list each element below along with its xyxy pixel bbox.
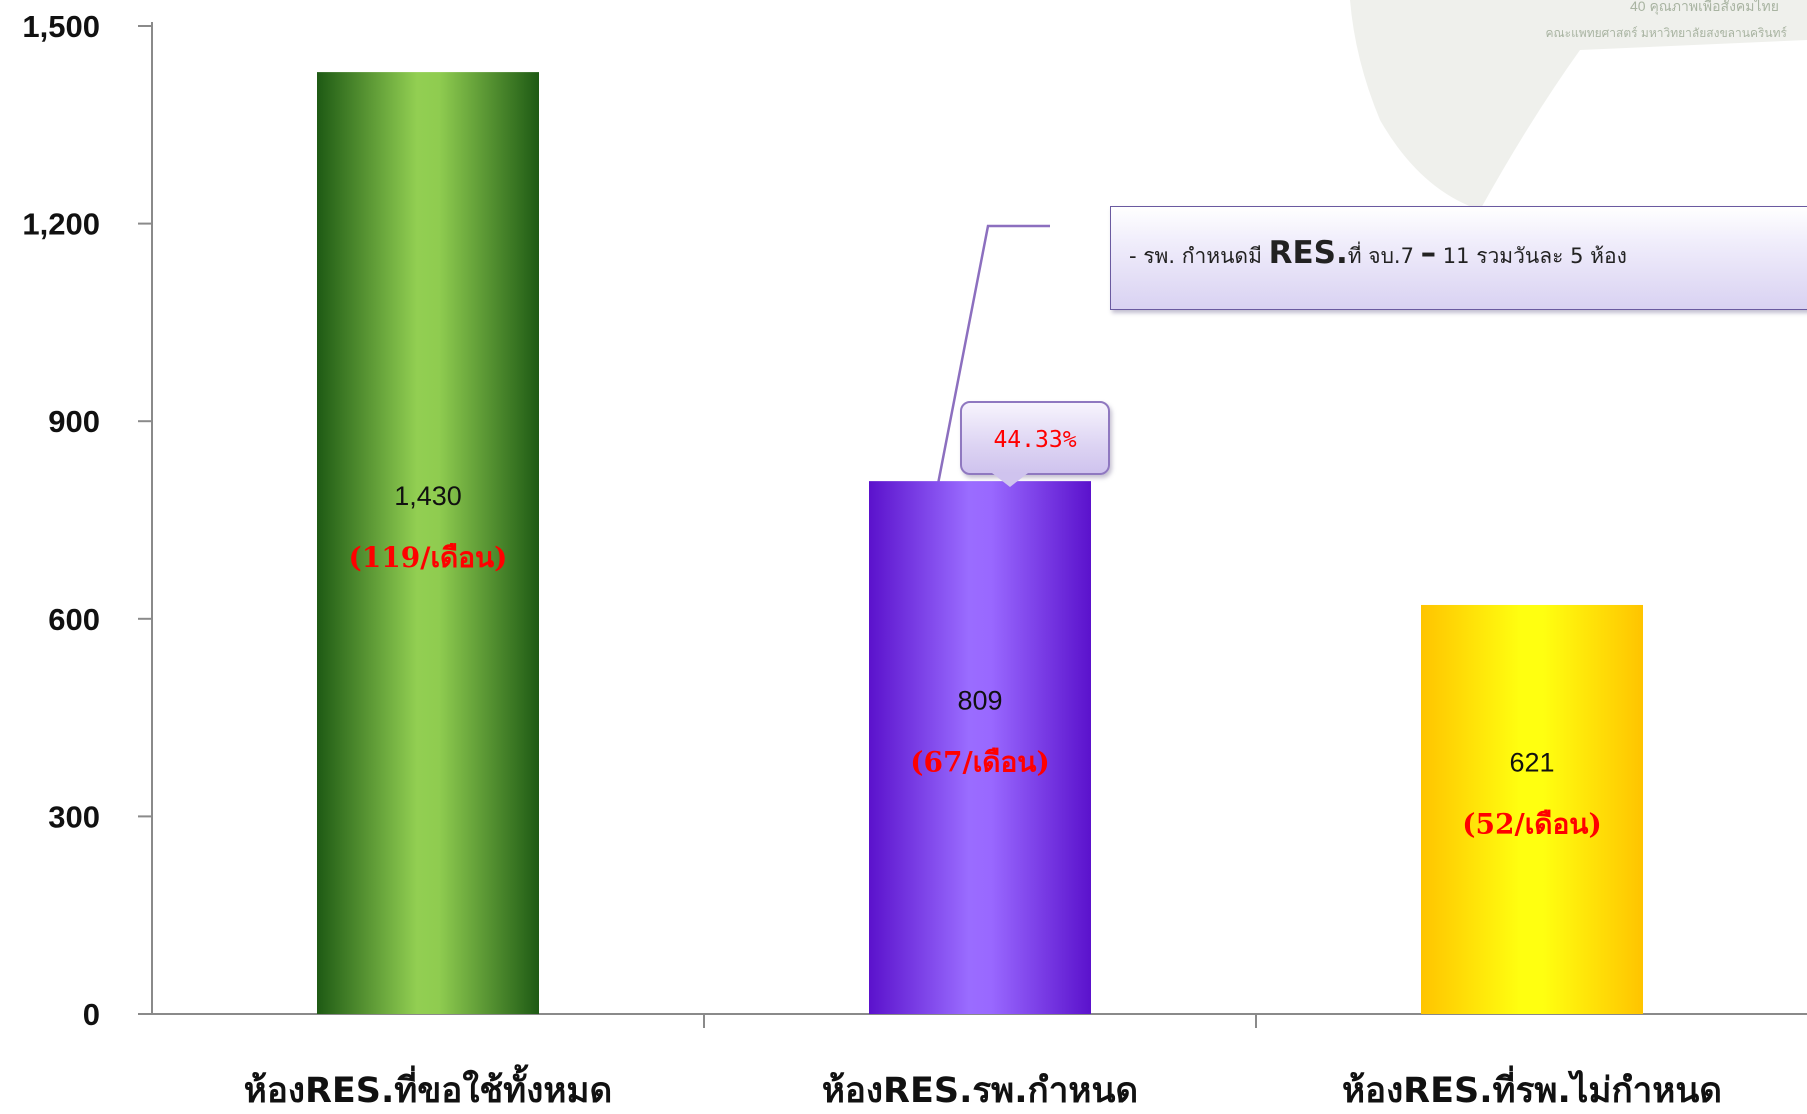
- callout-connector-line: [936, 224, 1050, 485]
- y-tick-label: 0: [83, 997, 100, 1032]
- x-category-label: ห้องRES.ที่ขอใช้ทั้งหมด: [244, 1064, 612, 1111]
- percent-bubble: 44.33%: [960, 401, 1110, 475]
- data-label-monthly: (52/เดือน): [1462, 807, 1601, 840]
- x-category-label: ห้องRES.ที่รพ.ไม่กำหนด: [1342, 1065, 1722, 1111]
- y-tick-label: 1,200: [22, 207, 100, 242]
- callout-note: - รพ. กำหนดมี RES.ที่ จบ.7 – 11 รวมวันละ…: [1110, 206, 1807, 310]
- bar-3: [1421, 604, 1643, 1014]
- data-label-value: 1,430: [394, 481, 462, 511]
- y-tick-label: 600: [48, 602, 100, 637]
- x-category-label: ห้องRES.รพ.กำหนด: [822, 1071, 1138, 1111]
- data-label-monthly: (67/เดือน): [910, 746, 1049, 779]
- y-tick-label: 300: [48, 799, 100, 834]
- data-label-monthly: (119/เดือน): [349, 541, 508, 574]
- percent-bubble-tail: [992, 473, 1028, 487]
- callout-note-suffix: 11 รวมวันละ 5 ห้อง: [1436, 244, 1627, 268]
- watermark-subtext: คณะแพทยศาสตร์ มหาวิทยาลัยสงขลานครินทร์: [1545, 26, 1787, 40]
- callout-note-dash: –: [1420, 235, 1437, 271]
- watermark-text: 40 คุณภาพเพื่อสังคมไทย: [1629, 0, 1779, 14]
- y-tick-label: 1,500: [22, 9, 100, 44]
- callout-note-bold: RES.: [1268, 235, 1348, 271]
- y-tick-label: 900: [48, 404, 100, 439]
- watermark-shape: [1350, 0, 1807, 210]
- data-label-value: 621: [1509, 747, 1554, 777]
- callout-note-mid: ที่ จบ.7: [1347, 244, 1421, 268]
- callout-note-prefix: - รพ. กำหนดมี: [1129, 244, 1269, 268]
- data-label-value: 809: [957, 686, 1002, 716]
- bar-1: [317, 72, 539, 1014]
- bar-2: [869, 481, 1091, 1014]
